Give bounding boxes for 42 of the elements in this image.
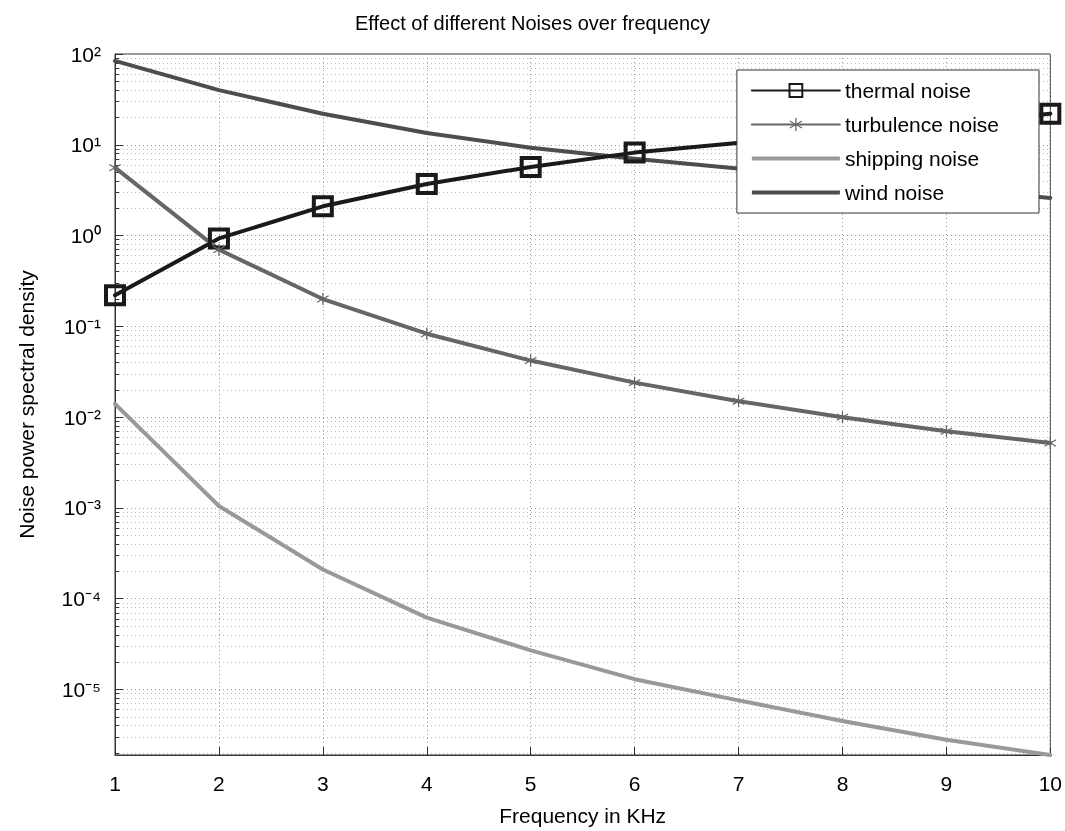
y-axis-title: Noise power spectral density <box>15 269 38 539</box>
legend-label: thermal noise <box>844 79 971 102</box>
point <box>316 293 329 306</box>
point <box>836 411 849 424</box>
legend-label: shipping noise <box>844 147 980 170</box>
y-tick-label: 10¹ <box>70 133 101 157</box>
x-tick-label: 6 <box>628 772 641 795</box>
x-axis-title: Frequency in KHz <box>499 804 667 827</box>
point <box>415 172 438 195</box>
point <box>519 155 542 178</box>
point <box>732 395 745 408</box>
chart-title: Effect of different Noises over frequency <box>354 12 711 34</box>
x-tick-label: 1 <box>109 772 121 795</box>
x-tick-label: 8 <box>836 772 849 795</box>
y-tick-label: 10⁻² <box>63 405 101 429</box>
x-tick-label: 7 <box>732 772 745 795</box>
point <box>207 227 230 250</box>
point <box>628 376 641 389</box>
point <box>212 243 225 256</box>
y-tick-label: 10⁻³ <box>63 496 101 520</box>
point <box>109 161 121 174</box>
point <box>524 354 537 367</box>
legend-label: wind noise <box>843 181 945 204</box>
y-tick-label: 10⁰ <box>70 224 101 248</box>
x-tick-label: 9 <box>940 772 953 795</box>
x-tick-label: 5 <box>524 772 537 795</box>
point <box>1044 436 1057 449</box>
y-tick-label: 10⁻¹ <box>63 314 101 338</box>
x-tick-label: 3 <box>317 772 329 795</box>
legend-label: turbulence noise <box>844 113 999 136</box>
point <box>623 141 646 164</box>
point <box>1039 102 1062 125</box>
point <box>420 327 433 340</box>
point <box>940 425 953 438</box>
x-tick-label: 10 <box>1038 772 1062 795</box>
x-tick-label: 2 <box>213 772 225 795</box>
y-tick-label: 10⁻⁴ <box>61 587 101 611</box>
point <box>311 195 334 218</box>
point <box>104 284 126 307</box>
y-tick-label: 10² <box>70 42 101 66</box>
x-tick-label: 4 <box>420 772 433 795</box>
y-tick-label: 10⁻⁵ <box>61 678 101 702</box>
